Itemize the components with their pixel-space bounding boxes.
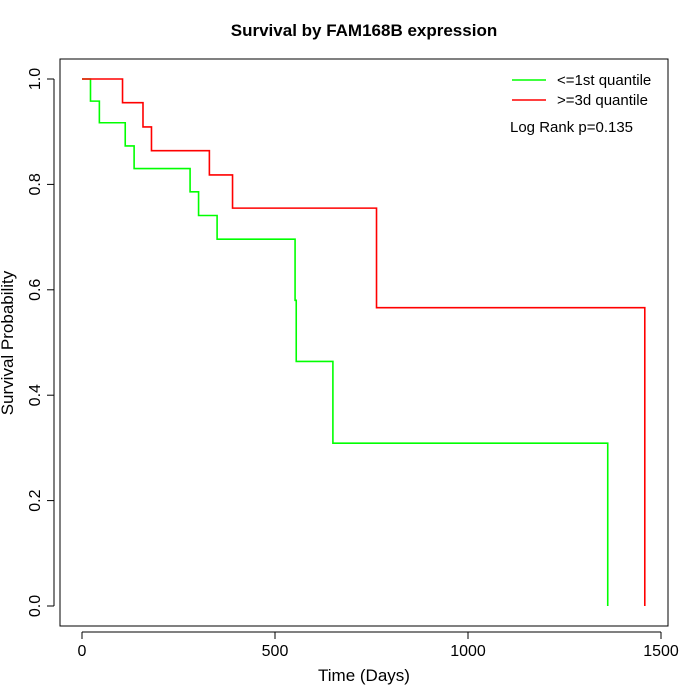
legend: <=1st quantile >=3d quantile (512, 72, 651, 109)
x-axis-label: Time (Days) (318, 666, 410, 685)
y-tick-label: 0.4 (27, 384, 44, 406)
y-tick-label: 0.0 (27, 595, 44, 617)
log-rank-annotation: Log Rank p=0.135 (510, 119, 633, 136)
chart-title: Survival by FAM168B expression (231, 21, 497, 40)
x-tick-label: 1000 (450, 643, 486, 660)
series-line-1 (82, 78, 646, 606)
y-tick-label: 0.2 (27, 489, 44, 511)
series-line-0 (82, 78, 609, 606)
x-tick-label: 0 (78, 643, 87, 660)
series-layer (82, 78, 646, 606)
y-axis-label: Survival Probability (0, 270, 17, 415)
x-axis: 0 500 1000 1500 (78, 631, 679, 660)
legend-label-1: >=3d quantile (557, 92, 648, 109)
x-tick-label: 1500 (643, 643, 679, 660)
x-tick-label: 500 (262, 643, 289, 660)
y-axis: 0.0 0.2 0.4 0.6 0.8 1.0 (27, 68, 55, 617)
legend-label-0: <=1st quantile (557, 72, 651, 89)
y-tick-label: 1.0 (27, 68, 44, 90)
y-tick-label: 0.8 (27, 173, 44, 195)
y-tick-label: 0.6 (27, 279, 44, 301)
plot-frame (59, 58, 669, 627)
